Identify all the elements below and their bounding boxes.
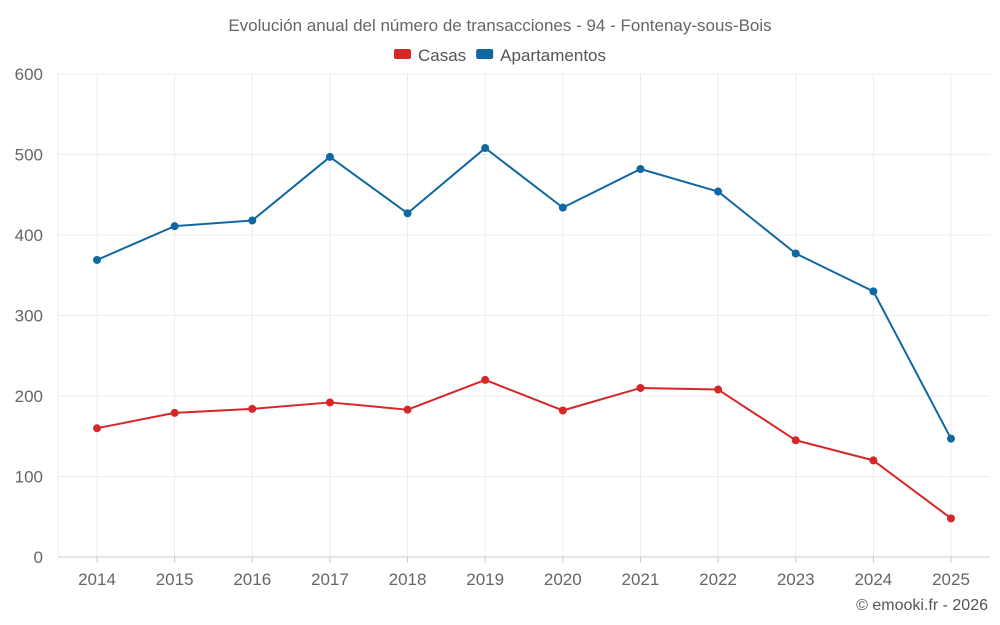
data-point-apartamentos [481,144,490,153]
series-line-casas [96,378,952,520]
x-tick-label: 2025 [932,570,970,589]
series-line-apartamentos [96,147,952,440]
data-point-casas [636,383,645,392]
x-tick-label: 2014 [78,570,116,589]
series-lines [93,144,955,523]
legend-swatch-casas [393,49,411,59]
credit-text: © emooki.fr - 2026 [856,597,988,614]
data-point-apartamentos [248,216,257,225]
x-tick-label: 2021 [622,570,660,589]
data-point-apartamentos [558,203,567,212]
y-tick-label: 600 [15,65,43,84]
axes: 0 100 200 300 400 500 600 2014 2015 2016 2017 2018 2… [15,65,990,589]
x-tick-label: 2018 [389,570,427,589]
data-point-casas [248,404,257,413]
y-tick-label: 100 [15,468,43,487]
data-point-apartamentos [947,434,955,443]
data-point-casas [714,385,723,394]
y-tick-label: 0 [34,548,43,567]
x-tick-label: 2016 [233,570,271,589]
data-point-casas [403,405,412,414]
data-point-casas [558,406,567,415]
x-tick-label: 2015 [156,570,194,589]
data-point-apartamentos [869,287,878,296]
x-tick-label: 2022 [699,570,737,589]
legend-label-apartamentos: Apartamentos [500,46,606,65]
y-tick-label: 400 [15,226,43,245]
data-point-apartamentos [636,164,645,173]
data-point-casas [481,375,490,384]
y-tick-label: 200 [15,387,43,406]
data-point-apartamentos [93,255,101,264]
legend-label-casas: Casas [418,46,466,65]
grid-lines [57,73,990,557]
legend: Casas Apartamentos [393,46,606,65]
data-point-casas [869,456,878,465]
data-point-casas [791,436,800,445]
x-tick-label: 2019 [466,570,504,589]
y-tick-label: 500 [15,146,43,165]
x-tick-label: 2023 [777,570,815,589]
legend-swatch-apartamentos [476,49,494,59]
data-point-apartamentos [170,222,179,231]
data-point-casas [170,408,179,417]
x-tick-label: 2020 [544,570,582,589]
x-tick-label: 2024 [854,570,892,589]
x-tick-label: 2017 [311,570,349,589]
data-point-casas [93,424,101,433]
data-point-casas [325,398,334,407]
data-point-apartamentos [714,187,723,196]
chart-title: Evolución anual del número de transaccio… [228,16,771,35]
data-point-casas [947,514,955,523]
data-point-apartamentos [403,209,412,218]
data-point-apartamentos [791,249,800,258]
y-tick-label: 300 [15,307,43,326]
data-point-apartamentos [325,152,334,161]
